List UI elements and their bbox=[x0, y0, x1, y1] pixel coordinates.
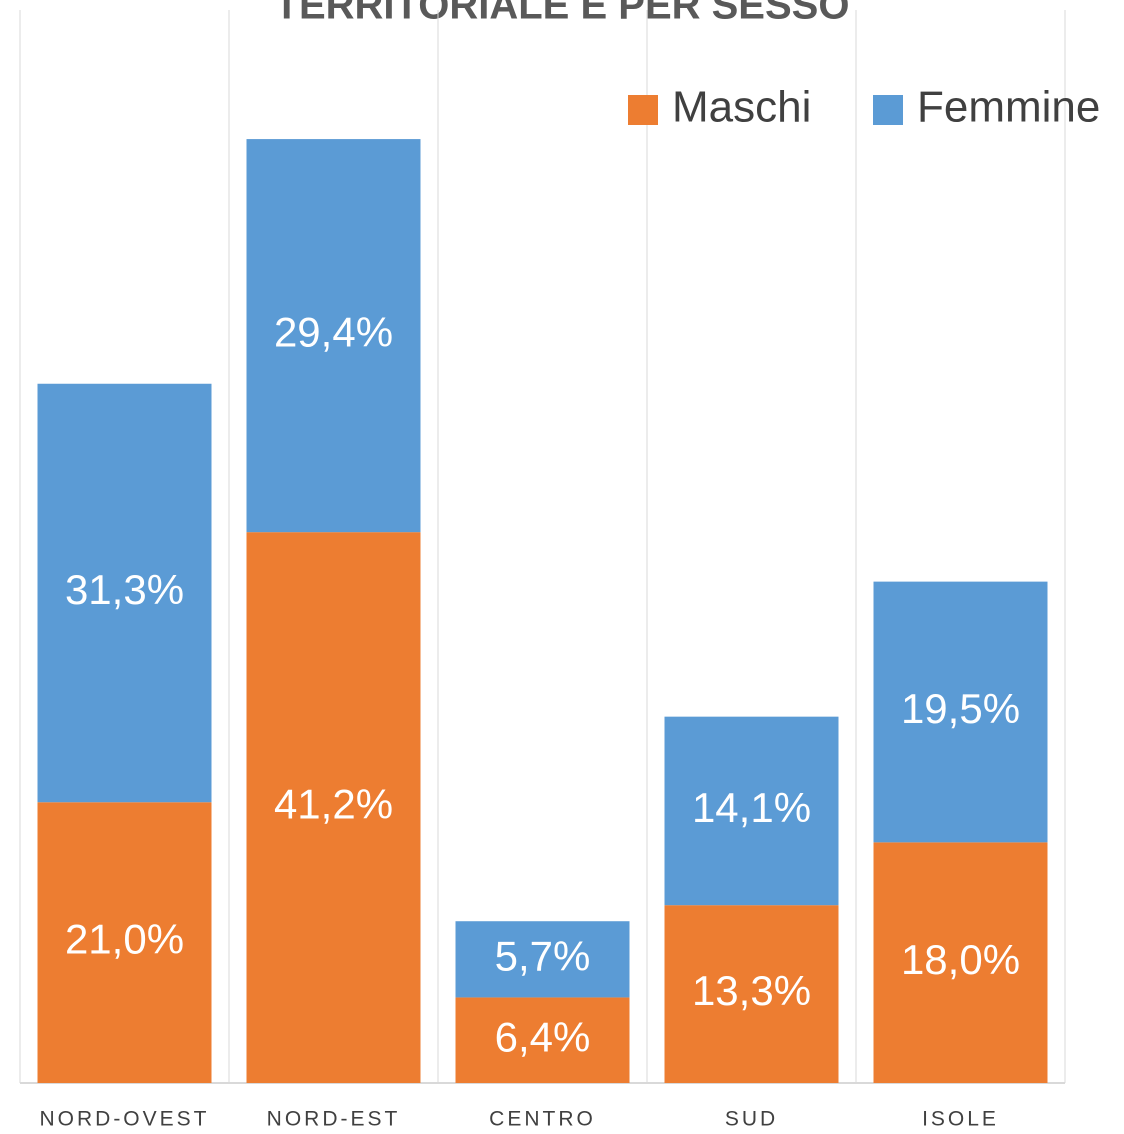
data-label: 29,4% bbox=[274, 309, 393, 356]
x-tick-label: NORD-EST bbox=[267, 1108, 401, 1131]
bar-segment bbox=[455, 921, 630, 998]
bar-segment bbox=[664, 716, 839, 906]
bar-segment bbox=[873, 842, 1048, 1083]
data-label: 19,5% bbox=[901, 685, 1020, 732]
chart-title: TERRITORIALE E PER SESSO bbox=[275, 0, 850, 28]
legend-label: Femmine bbox=[917, 83, 1100, 132]
data-label: 31,3% bbox=[65, 566, 184, 613]
bar-segment bbox=[37, 383, 212, 803]
bar-segment bbox=[664, 905, 839, 1083]
x-tick-label: SUD bbox=[725, 1108, 778, 1131]
bar-segment bbox=[455, 997, 630, 1083]
data-label: 18,0% bbox=[901, 936, 1020, 983]
data-label: 5,7% bbox=[495, 932, 591, 979]
x-tick-label: CENTRO bbox=[489, 1108, 596, 1131]
legend-label: Maschi bbox=[672, 83, 811, 132]
data-label: 14,1% bbox=[692, 784, 811, 831]
bar-segment bbox=[873, 581, 1048, 843]
legend-swatch bbox=[873, 95, 903, 125]
x-tick-label: ISOLE bbox=[922, 1108, 999, 1131]
bar-segment bbox=[37, 802, 212, 1083]
bar-segment bbox=[246, 139, 421, 533]
bar-segment bbox=[246, 532, 421, 1083]
data-label: 41,2% bbox=[274, 781, 393, 828]
data-label: 21,0% bbox=[65, 916, 184, 963]
data-label: 13,3% bbox=[692, 967, 811, 1014]
x-tick-label: NORD-OVEST bbox=[39, 1108, 209, 1131]
data-label: 6,4% bbox=[495, 1013, 591, 1060]
legend-swatch bbox=[628, 95, 658, 125]
